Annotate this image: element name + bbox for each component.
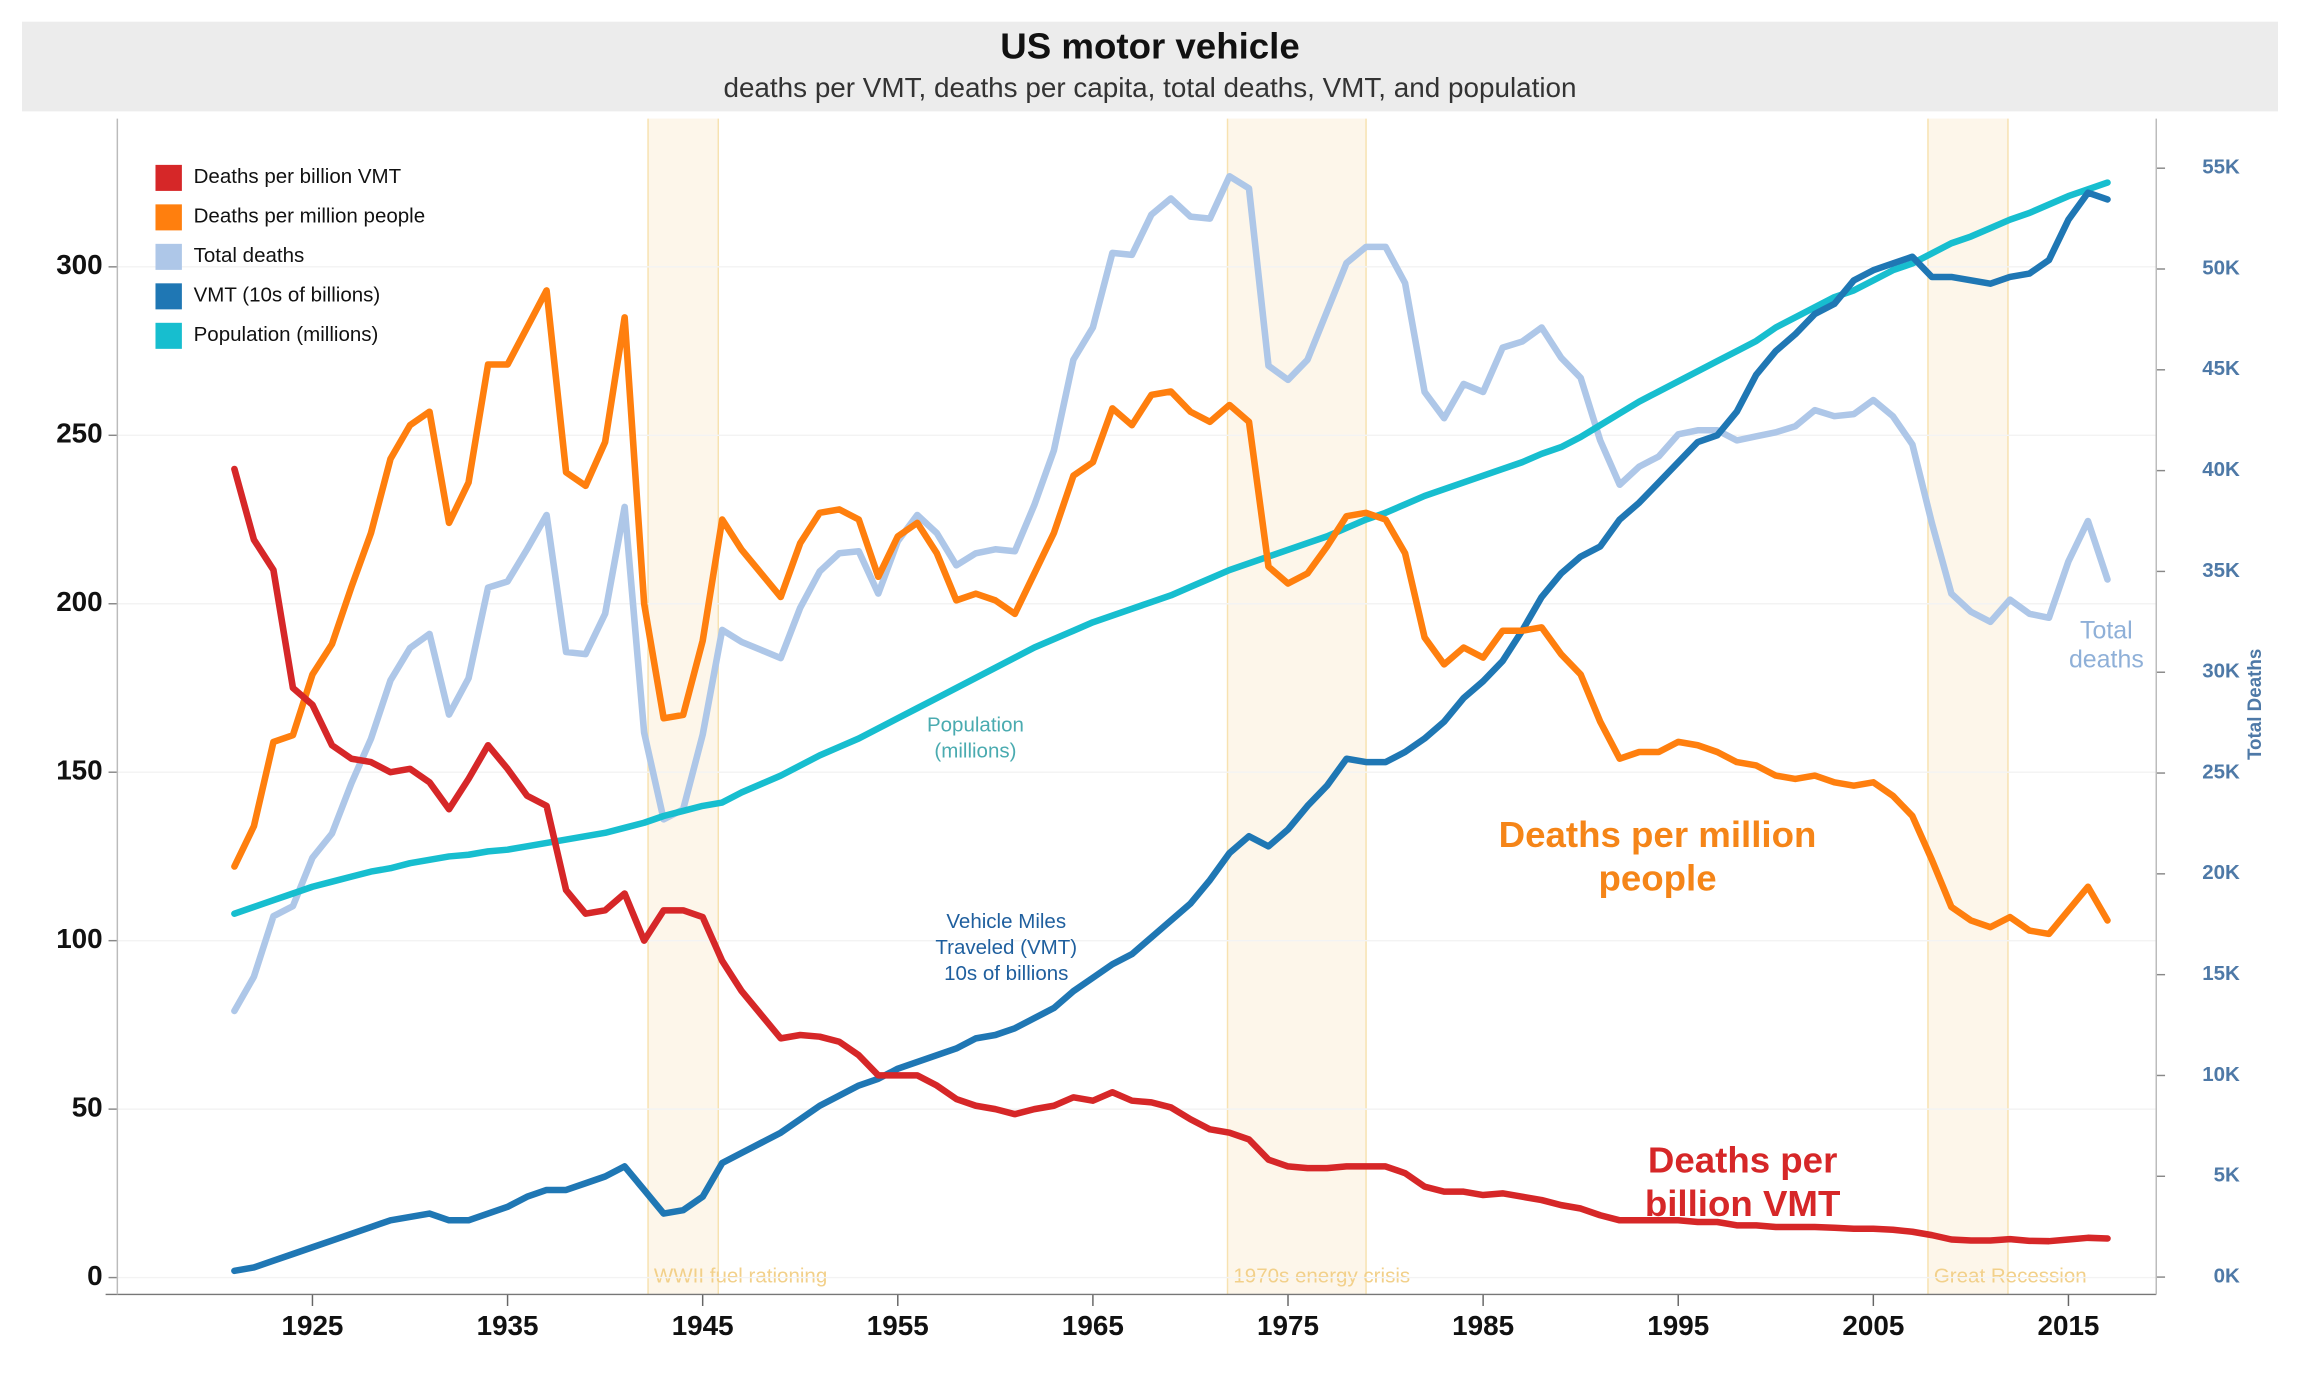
y2-tick-label: 55K <box>2202 157 2240 179</box>
series-line <box>231 287 2111 938</box>
legend-label: Deaths per billion VMT <box>194 166 402 188</box>
annotation: people <box>1598 858 1716 899</box>
series-line <box>231 465 2111 1245</box>
y2-tick-label: 20K <box>2202 862 2240 884</box>
y-tick-label: 50 <box>72 1092 103 1123</box>
x-tick-label: 1965 <box>1062 1310 1124 1341</box>
annotation: (millions) <box>934 741 1016 763</box>
legend-swatch <box>155 204 182 231</box>
y2-tick-label: 0K <box>2214 1266 2241 1288</box>
annotation: Vehicle Miles <box>946 911 1066 933</box>
annotation: 10s of billions <box>944 963 1068 985</box>
annotation: Deaths per million <box>1499 814 1817 855</box>
annotation: deaths <box>2069 647 2144 674</box>
y-tick-label: 250 <box>56 418 102 449</box>
x-tick-label: 1955 <box>867 1310 929 1341</box>
annotation: Total <box>2080 618 2133 645</box>
legend-label: VMT (10s of billions) <box>194 285 381 307</box>
band-label: 1970s energy crisis <box>1233 1266 1410 1288</box>
x-tick-label: 2005 <box>1842 1310 1904 1341</box>
y-tick-label: 100 <box>56 923 102 954</box>
annotation: billion VMT <box>1645 1183 1841 1224</box>
y2-tick-label: 5K <box>2214 1165 2241 1187</box>
legend-label: Population (millions) <box>194 324 379 346</box>
legend-swatch <box>155 283 182 310</box>
title-bar <box>22 21 2278 112</box>
y-tick-label: 200 <box>56 586 102 617</box>
chart-title: US motor vehicle <box>1000 26 1299 67</box>
y-tick-label: 0 <box>87 1260 102 1291</box>
series-line <box>231 179 2111 917</box>
x-tick-label: 1975 <box>1257 1310 1319 1341</box>
y2-tick-label: 50K <box>2202 257 2240 279</box>
x-tick-label: 1945 <box>672 1310 734 1341</box>
y2-tick-label: 40K <box>2202 459 2240 481</box>
highlight-band <box>1927 118 2008 1295</box>
y-tick-label: 150 <box>56 755 102 786</box>
band-label: Great Recession <box>1934 1266 2087 1288</box>
annotation: Population <box>927 715 1024 737</box>
x-tick-label: 1935 <box>477 1310 539 1341</box>
legend-label: Deaths per million people <box>194 206 426 228</box>
y2-tick-label: 30K <box>2202 661 2240 683</box>
legend-label: Total deaths <box>194 245 305 267</box>
series-line <box>231 189 2111 1275</box>
y2-tick-label: 10K <box>2202 1064 2240 1086</box>
y-tick-label: 300 <box>56 249 102 280</box>
highlight-band <box>1227 118 1367 1295</box>
legend-swatch <box>155 164 182 191</box>
legend-swatch <box>155 243 182 270</box>
x-tick-label: 2015 <box>2037 1310 2099 1341</box>
x-tick-label: 1925 <box>281 1310 343 1341</box>
y2-tick-label: 45K <box>2202 358 2240 380</box>
y2-tick-label: 25K <box>2202 762 2240 784</box>
chart-subtitle: deaths per VMT, deaths per capita, total… <box>723 72 1576 103</box>
x-tick-label: 1995 <box>1647 1310 1709 1341</box>
x-tick-label: 1985 <box>1452 1310 1514 1341</box>
series-line <box>231 173 2111 1015</box>
band-label: WWII fuel rationing <box>654 1266 827 1288</box>
annotation: Traveled (VMT) <box>935 937 1077 959</box>
legend-swatch <box>155 322 182 349</box>
annotation: Deaths per <box>1648 1140 1837 1181</box>
y2-axis-title: Total Deaths <box>2245 649 2266 760</box>
y2-tick-label: 15K <box>2202 963 2240 985</box>
y2-tick-label: 35K <box>2202 560 2240 582</box>
